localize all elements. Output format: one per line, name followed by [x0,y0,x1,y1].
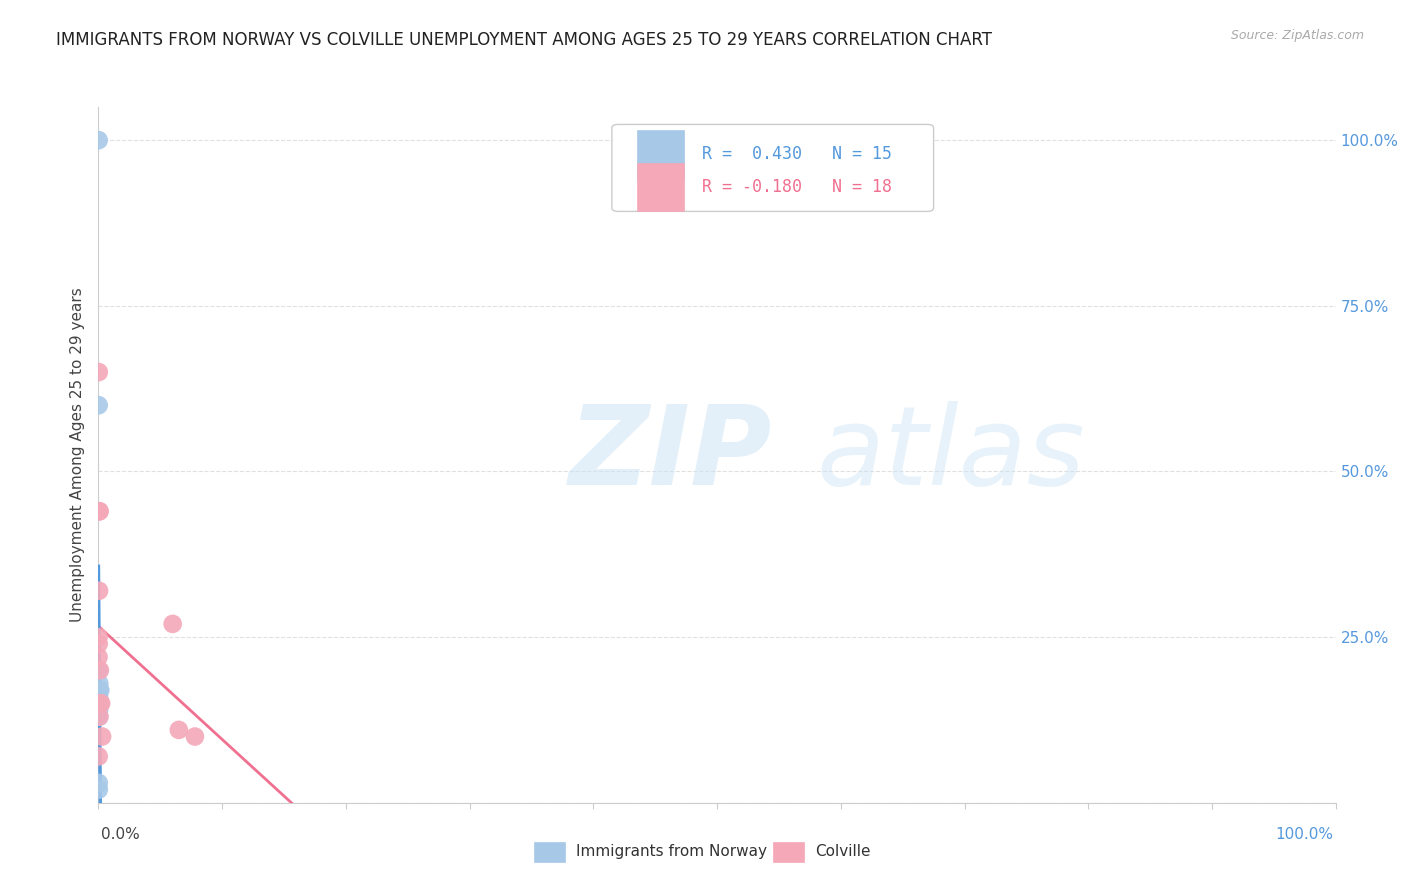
Point [87,776,110,790]
Point [89,663,111,677]
Point [87,504,110,518]
Text: 0.0%: 0.0% [101,827,141,841]
Text: atlas: atlas [815,401,1084,508]
Point [87,697,110,711]
Point [89,697,111,711]
Point [87,630,110,644]
Point [87,583,110,598]
Point [90,697,112,711]
Point [87,133,110,147]
Text: R = -0.180   N = 18: R = -0.180 N = 18 [702,178,893,196]
Point [89,697,111,711]
Text: Colville: Colville [815,845,870,859]
Text: IMMIGRANTS FROM NORWAY VS COLVILLE UNEMPLOYMENT AMONG AGES 25 TO 29 YEARS CORREL: IMMIGRANTS FROM NORWAY VS COLVILLE UNEMP… [56,31,993,49]
Point [89,683,111,698]
Point [89,676,111,690]
Point [89,697,111,711]
Text: Immigrants from Norway: Immigrants from Norway [576,845,768,859]
Point [89,709,111,723]
Text: R =  0.430   N = 15: R = 0.430 N = 15 [702,145,893,163]
Point [87,749,110,764]
Point [89,709,111,723]
Text: 100.0%: 100.0% [1275,827,1333,841]
Point [87,637,110,651]
Point [87,398,110,412]
Text: Source: ZipAtlas.com: Source: ZipAtlas.com [1230,29,1364,42]
Point [90,697,112,711]
Bar [637,130,683,178]
Point [87,504,110,518]
Point [87,650,110,665]
Point [87,683,110,698]
FancyBboxPatch shape [612,124,934,211]
Point [89,683,111,698]
Point [167,723,190,737]
Point [87,365,110,379]
Point [87,690,110,704]
Point [87,703,110,717]
Point [162,616,184,631]
Point [87,663,110,677]
Point [184,730,207,744]
Text: ZIP: ZIP [568,401,772,508]
Point [87,782,110,797]
Y-axis label: Unemployment Among Ages 25 to 29 years: Unemployment Among Ages 25 to 29 years [70,287,86,623]
Point [91,730,114,744]
Bar [637,162,683,211]
Point [89,504,111,518]
